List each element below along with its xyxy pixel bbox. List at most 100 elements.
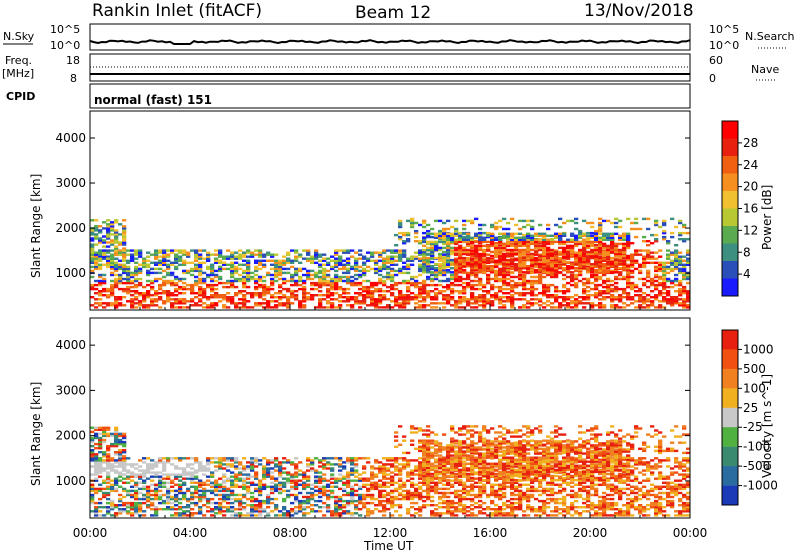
data-cell bbox=[150, 475, 155, 478]
data-cell bbox=[90, 243, 95, 246]
data-cell bbox=[302, 477, 307, 480]
data-cell bbox=[578, 265, 583, 268]
data-cell bbox=[310, 491, 315, 495]
data-cell bbox=[370, 251, 375, 254]
data-cell bbox=[338, 479, 343, 482]
data-cell bbox=[586, 294, 591, 297]
data-cell bbox=[686, 261, 691, 264]
data-cell bbox=[378, 510, 383, 513]
data-cell bbox=[518, 238, 523, 241]
data-cell bbox=[590, 242, 595, 246]
data-cell bbox=[102, 506, 107, 509]
data-cell bbox=[114, 273, 119, 277]
data-cell bbox=[322, 269, 327, 273]
data-cell bbox=[218, 512, 223, 515]
data-cell bbox=[302, 257, 307, 260]
data-cell bbox=[514, 240, 519, 244]
data-cell bbox=[374, 487, 379, 491]
data-cell bbox=[598, 240, 603, 244]
data-cell bbox=[318, 306, 323, 309]
data-cell bbox=[198, 265, 203, 269]
data-cell bbox=[634, 267, 639, 271]
data-cell bbox=[182, 493, 187, 497]
data-cell bbox=[194, 259, 199, 262]
data-cell bbox=[398, 235, 403, 239]
data-cell bbox=[522, 242, 527, 246]
data-cell bbox=[230, 271, 235, 275]
data-cell bbox=[474, 306, 479, 309]
data-cell bbox=[382, 279, 387, 283]
data-cell bbox=[258, 277, 263, 281]
data-cell bbox=[110, 504, 115, 507]
colorbar-swatch bbox=[722, 208, 738, 227]
data-cell bbox=[642, 300, 647, 303]
data-cell bbox=[374, 269, 379, 273]
data-cell bbox=[570, 271, 575, 274]
data-cell bbox=[654, 238, 659, 241]
data-cell bbox=[174, 467, 179, 470]
nsky-trace bbox=[89, 39, 691, 45]
data-cell bbox=[154, 463, 159, 466]
data-cell bbox=[338, 497, 343, 501]
data-cell bbox=[394, 445, 399, 448]
data-cell bbox=[174, 281, 179, 285]
data-cell bbox=[246, 491, 251, 495]
data-cell bbox=[278, 475, 283, 478]
data-cell bbox=[518, 292, 523, 295]
data-cell bbox=[682, 259, 687, 262]
data-cell bbox=[458, 231, 463, 235]
data-cell bbox=[142, 493, 147, 497]
data-cell bbox=[446, 298, 451, 301]
data-cell bbox=[242, 514, 247, 517]
data-cell bbox=[602, 232, 607, 235]
data-cell bbox=[478, 265, 483, 268]
data-cell bbox=[350, 499, 355, 503]
data-cell bbox=[606, 246, 611, 250]
data-cell bbox=[334, 265, 339, 269]
data-cell bbox=[102, 227, 107, 230]
data-cell bbox=[122, 277, 127, 281]
data-cell bbox=[270, 467, 275, 470]
data-cell bbox=[106, 491, 111, 495]
data-cell bbox=[126, 512, 131, 515]
data-cell bbox=[274, 477, 279, 480]
data-cell bbox=[290, 249, 295, 252]
data-cell bbox=[554, 273, 559, 277]
data-cell bbox=[330, 463, 335, 466]
data-cell bbox=[270, 487, 275, 491]
data-cell bbox=[218, 269, 223, 273]
data-cell bbox=[186, 283, 191, 287]
data-cell bbox=[350, 487, 355, 491]
data-cell bbox=[606, 292, 611, 295]
data-cell bbox=[498, 238, 503, 241]
data-cell bbox=[634, 285, 639, 289]
data-cell bbox=[370, 497, 375, 501]
data-cell bbox=[98, 438, 103, 442]
data-cell bbox=[130, 514, 135, 517]
data-cell bbox=[334, 251, 339, 254]
data-cell bbox=[338, 506, 343, 509]
data-cell bbox=[462, 296, 467, 299]
data-cell bbox=[502, 227, 507, 231]
data-cell bbox=[386, 304, 391, 307]
data-cell bbox=[134, 251, 139, 254]
data-cell bbox=[130, 471, 135, 474]
data-cell bbox=[542, 265, 547, 268]
data-cell bbox=[346, 475, 351, 478]
data-cell bbox=[654, 240, 659, 243]
data-cell bbox=[110, 239, 115, 242]
data-cell bbox=[422, 296, 427, 299]
data-cell bbox=[234, 306, 239, 309]
data-cell bbox=[434, 236, 439, 239]
data-cell bbox=[310, 467, 315, 470]
data-cell bbox=[554, 294, 559, 297]
data-cell bbox=[542, 269, 547, 272]
data-cell bbox=[346, 287, 351, 291]
data-cell bbox=[254, 249, 259, 252]
data-cell bbox=[174, 457, 179, 460]
data-cell bbox=[658, 304, 663, 307]
data-cell bbox=[126, 292, 131, 295]
data-cell bbox=[282, 483, 287, 486]
data-cell bbox=[246, 461, 251, 464]
data-cell bbox=[518, 236, 523, 239]
